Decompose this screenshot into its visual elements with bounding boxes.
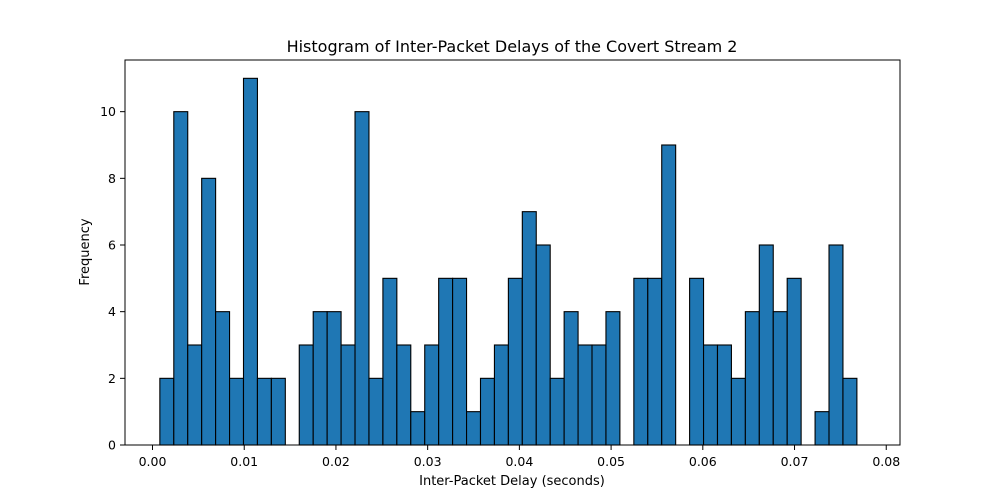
x-tick-label: 0.04 xyxy=(505,454,533,469)
histogram-bar xyxy=(716,344,732,446)
histogram-bar xyxy=(689,277,705,446)
histogram-bar xyxy=(424,344,440,446)
histogram-bar xyxy=(744,311,760,446)
histogram-bar xyxy=(535,244,551,446)
histogram-bar xyxy=(368,377,384,446)
bars-group xyxy=(159,77,858,446)
histogram-bar xyxy=(326,311,342,446)
histogram-bar xyxy=(340,344,356,446)
chart-title: Histogram of Inter-Packet Delays of the … xyxy=(287,37,738,56)
histogram-bar xyxy=(479,377,495,446)
histogram-bar xyxy=(661,144,677,446)
y-axis: 0 2 4 6 8 10 xyxy=(100,104,125,453)
x-tick-label: 0.08 xyxy=(872,454,900,469)
histogram-bar xyxy=(438,277,454,446)
histogram-bar xyxy=(633,277,649,446)
histogram-bar xyxy=(382,277,398,446)
y-tick-label: 6 xyxy=(108,238,116,253)
histogram-bar xyxy=(229,377,245,446)
histogram-bar xyxy=(201,177,217,446)
histogram-bar xyxy=(159,377,175,446)
x-tick-label: 0.05 xyxy=(597,454,625,469)
histogram-bar xyxy=(396,344,412,446)
histogram-bar xyxy=(786,277,802,446)
plot-frame xyxy=(124,59,901,446)
y-tick-label: 2 xyxy=(108,371,116,386)
histogram-bar xyxy=(312,311,328,446)
histogram-bar xyxy=(452,277,468,446)
y-tick-label: 4 xyxy=(108,304,116,319)
histogram-bar xyxy=(828,244,844,446)
histogram-bar xyxy=(605,311,621,446)
histogram-bar xyxy=(270,377,286,446)
histogram-bar xyxy=(173,111,189,446)
histogram-bar xyxy=(256,377,272,446)
x-axis: 0.00 0.01 0.02 0.03 0.04 0.05 0.06 0.07 0.08 xyxy=(139,445,900,469)
histogram-bar xyxy=(730,377,746,446)
histogram-bar xyxy=(814,411,830,446)
y-axis-label: Frequency xyxy=(78,218,93,285)
histogram-bar xyxy=(549,377,565,446)
y-tick-label: 10 xyxy=(100,104,116,119)
x-tick-label: 0.02 xyxy=(322,454,350,469)
histogram-bar xyxy=(842,377,858,446)
histogram-bar xyxy=(215,311,231,446)
histogram-bar xyxy=(758,244,774,446)
histogram-bar xyxy=(563,311,579,446)
histogram-bar xyxy=(242,77,258,446)
x-tick-label: 0.03 xyxy=(414,454,442,469)
histogram-bar xyxy=(591,344,607,446)
histogram-bar xyxy=(298,344,314,446)
histogram-bar xyxy=(577,344,593,446)
histogram-bar xyxy=(521,211,537,446)
histogram-bar xyxy=(410,411,426,446)
y-tick-label: 8 xyxy=(108,171,116,186)
histogram-bar xyxy=(187,344,203,446)
histogram-bar xyxy=(466,411,482,446)
histogram-bar xyxy=(507,277,523,446)
x-tick-label: 0.00 xyxy=(139,454,167,469)
histogram-bar xyxy=(647,277,663,446)
x-axis-label: Inter-Packet Delay (seconds) xyxy=(419,474,605,489)
y-tick-label: 0 xyxy=(108,438,116,453)
histogram-bar xyxy=(702,344,719,446)
x-tick-label: 0.07 xyxy=(781,454,809,469)
x-tick-label: 0.06 xyxy=(689,454,717,469)
histogram-bar xyxy=(493,344,509,446)
x-tick-label: 0.01 xyxy=(230,454,258,469)
histogram-bar xyxy=(354,111,370,446)
histogram-bar xyxy=(772,311,788,446)
